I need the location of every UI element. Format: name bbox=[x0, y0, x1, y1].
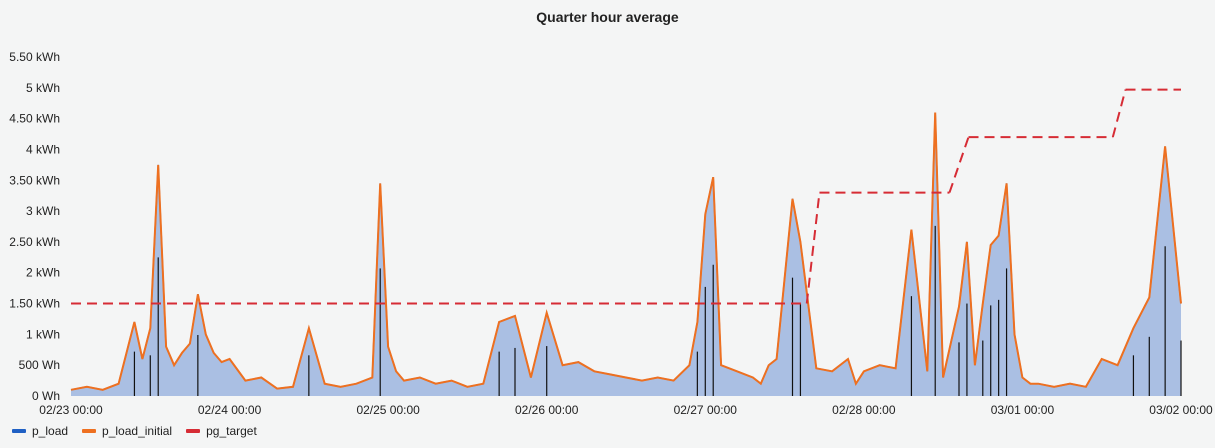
y-tick-label: 500 Wh bbox=[19, 358, 60, 372]
p-load-area bbox=[71, 112, 1181, 396]
chart-canvas: 0 Wh 500 Wh 1 kWh 1.50 kWh 2 kWh 2.50 kWh 3 kW… bbox=[9, 50, 1213, 417]
x-tick-label: 02/25 00:00 bbox=[356, 403, 420, 417]
x-tick-label: 03/01 00:00 bbox=[991, 403, 1055, 417]
p-load-initial-line bbox=[70, 112, 1182, 391]
y-tick-label: 4 kWh bbox=[26, 142, 60, 156]
y-tick-label: 5.50 kWh bbox=[9, 50, 60, 64]
x-tick-label: 02/28 00:00 bbox=[832, 403, 896, 417]
y-axis: 0 Wh 500 Wh 1 kWh 1.50 kWh 2 kWh 2.50 kWh 3 kW… bbox=[9, 50, 60, 403]
legend-item-p-load-initial[interactable]: p_load_initial bbox=[82, 424, 172, 438]
pg-target-step bbox=[1111, 89, 1127, 138]
legend-swatch-p-load bbox=[12, 429, 26, 433]
x-tick-label: 02/24 00:00 bbox=[198, 403, 262, 417]
legend: p_load p_load_initial pg_target bbox=[12, 424, 257, 438]
legend-label-p-load-initial: p_load_initial bbox=[102, 424, 173, 438]
y-tick-label: 4.50 kWh bbox=[9, 112, 60, 126]
y-tick-label: 1 kWh bbox=[26, 327, 60, 341]
legend-label-p-load: p_load bbox=[32, 424, 69, 438]
y-tick-label: 3 kWh bbox=[26, 204, 60, 218]
legend-swatch-p-load-initial bbox=[82, 429, 97, 433]
y-tick-label: 0 Wh bbox=[32, 389, 60, 403]
y-tick-label: 3.50 kWh bbox=[9, 173, 60, 187]
legend-swatch-pg-target bbox=[186, 429, 201, 433]
legend-item-p-load[interactable]: p_load bbox=[12, 424, 68, 438]
x-tick-label: 02/27 00:00 bbox=[674, 403, 738, 417]
legend-item-pg-target[interactable]: pg_target bbox=[186, 424, 257, 438]
x-axis: 02/23 00:00 02/24 00:00 02/25 00:00 02/26 0… bbox=[39, 403, 1213, 417]
pg-target-step bbox=[948, 136, 970, 193]
y-tick-label: 5 kWh bbox=[26, 81, 60, 95]
chart-title: Quarter hour average bbox=[536, 9, 679, 25]
y-tick-label: 2.50 kWh bbox=[9, 235, 60, 249]
y-tick-label: 2 kWh bbox=[26, 266, 60, 280]
x-tick-label: 03/02 00:00 bbox=[1149, 403, 1213, 417]
legend-label-pg-target: pg_target bbox=[206, 424, 257, 438]
x-tick-label: 02/26 00:00 bbox=[515, 403, 579, 417]
x-tick-label: 02/23 00:00 bbox=[39, 403, 103, 417]
series-layer bbox=[70, 88, 1182, 396]
pg-target-step bbox=[805, 192, 821, 304]
y-tick-label: 1.50 kWh bbox=[9, 297, 60, 311]
